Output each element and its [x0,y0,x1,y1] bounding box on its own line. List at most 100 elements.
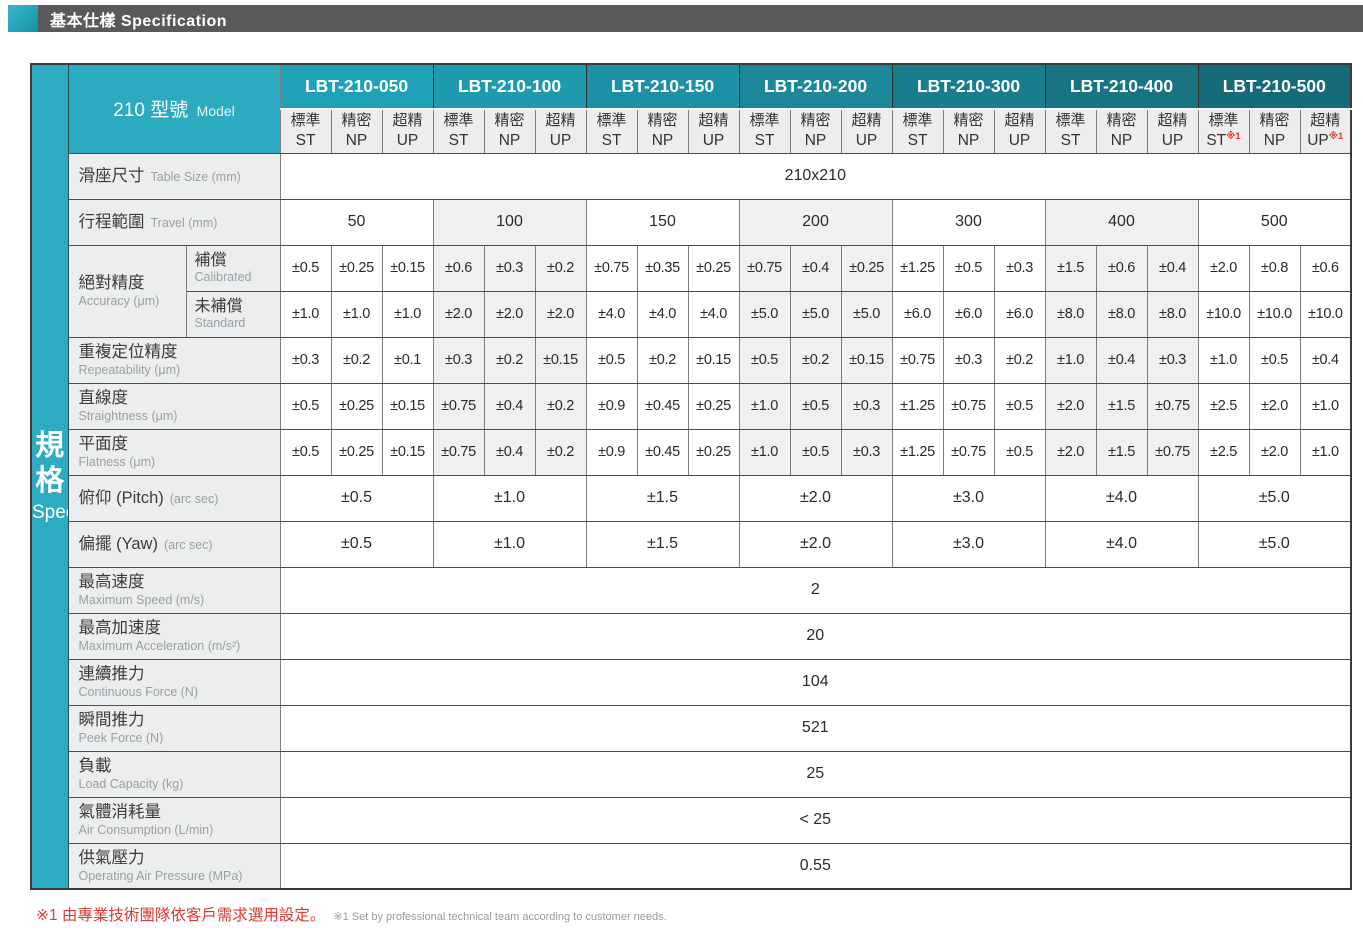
repeatability-row: 重複定位精度 Repeatability (μm) ±0.3 ±0.2 ±0.1 … [31,336,1352,384]
grade-header: 超精 UP [534,108,587,154]
spec-value: ±0.75 [1146,382,1199,430]
row-label-pitch: 俯仰 (Pitch) (arc sec) [67,474,281,522]
row-label-continuous-force: 連續推力 Continuous Force (N) [67,658,281,706]
spec-value: ±0.6 [1299,244,1352,292]
spec-value: ±0.15 [840,336,893,384]
spec-value: ±0.5 [993,428,1046,476]
load-capacity-row: 負載 Load Capacity (kg) 25 [31,750,1352,798]
spec-value: ±0.2 [534,428,587,476]
spec-value: ±0.5 [738,336,791,384]
air-consumption-row: 氣體消耗量 Air Consumption (L/min) < 25 [31,796,1352,844]
flatness-row: 平面度 Flatness (μm) ±0.5 ±0.25 ±0.15 ±0.75 … [31,428,1352,476]
spec-value: ±0.45 [636,428,689,476]
row-label-air-pressure: 供氣壓力 Operating Air Pressure (MPa) [67,842,281,890]
spec-value: ±6.0 [942,290,995,338]
row-label-load-capacity: 負載 Load Capacity (kg) [67,750,281,798]
spec-value: ±0.4 [789,244,842,292]
spec-value: ±10.0 [1197,290,1250,338]
section-title: 基本仕樣 Specification [50,12,228,30]
spec-value: ±0.15 [381,382,434,430]
spec-value: ±0.2 [636,336,689,384]
spec-value: ±8.0 [1146,290,1199,338]
spec-value: ±1.25 [891,382,944,430]
grade-header: 超精 UP [687,108,740,154]
grade-header-row: 標準 ST 精密 NP 超精 UP 標準 ST 精密 NP 超精 UP 標準 ST 精密 NP … [31,108,1352,154]
spec-value: ±0.45 [636,382,689,430]
spec-value: ±0.35 [636,244,689,292]
spec-value: ±0.25 [687,382,740,430]
grade-header: 精密 NP [330,108,383,154]
spec-value: ±1.25 [891,244,944,292]
spec-value: ±0.25 [687,428,740,476]
spec-value: ±4.0 [585,290,638,338]
spec-value: ±0.5 [585,336,638,384]
corner-en: Model [196,103,235,120]
spec-value: ±4.0 [636,290,689,338]
grade-header: 標準 ST [585,108,638,154]
table-size-value: 210x210 [279,152,1352,200]
continuous-force-row: 連續推力 Continuous Force (N) 104 [31,658,1352,706]
spec-value: ±0.5 [789,428,842,476]
row-label-air-consumption: 氣體消耗量 Air Consumption (L/min) [67,796,281,844]
yaw-row: 偏擺 (Yaw) (arc sec) ±0.5 ±1.0 ±1.5 ±2.0 ±3… [31,520,1352,568]
spec-value: ±0.2 [993,336,1046,384]
spec-value: ±10.0 [1299,290,1352,338]
air-pressure-row: 供氣壓力 Operating Air Pressure (MPa) 0.55 [31,842,1352,890]
spec-value: ±8.0 [1044,290,1097,338]
pitch-value: ±0.5 [279,474,434,522]
row-label-flatness: 平面度 Flatness (μm) [67,428,281,476]
spec-value: ±0.5 [1248,336,1301,384]
yaw-value: ±4.0 [1044,520,1199,568]
teal-accent-square [8,5,38,32]
spec-value: ±5.0 [738,290,791,338]
spec-value: ±0.75 [432,382,485,430]
travel-value: 500 [1197,198,1352,246]
model-header: LBT-210-300 [891,63,1046,110]
title-bar-background: 基本仕樣 Specification [38,5,1363,32]
spec-value: ±0.4 [483,382,536,430]
spec-value: ±1.5 [1044,244,1097,292]
spec-value: ±2.5 [1197,428,1250,476]
spec-value: ±0.3 [483,244,536,292]
row-label-straightness: 直線度 Straightness (μm) [67,382,281,430]
spec-value: ±5.0 [789,290,842,338]
row-label-yaw: 偏擺 (Yaw) (arc sec) [67,520,281,568]
spec-value: ±1.0 [1044,336,1097,384]
table-size-row: 滑座尺寸 Table Size (mm) 210x210 [31,152,1352,200]
air-consumption-value: < 25 [279,796,1352,844]
spec-value: ±0.15 [687,336,740,384]
grade-header: 超精 UP [993,108,1046,154]
grade-header: 精密 NP [942,108,995,154]
spec-value: ±1.0 [1299,428,1352,476]
spec-band-char1: 規 [35,429,65,462]
spec-value: ±1.0 [1299,382,1352,430]
accuracy-calibrated-row: 絕對精度 Accuracy (μm) 補償 Calibrated ±0.5 ±0.2… [31,244,1352,338]
spec-value: ±8.0 [1095,290,1148,338]
travel-value: 400 [1044,198,1199,246]
spec-value: ±0.15 [381,244,434,292]
grade-header: 標準 ST [279,108,332,154]
yaw-value: ±3.0 [891,520,1046,568]
spec-value: ±0.4 [1146,244,1199,292]
model-header: LBT-210-500 [1197,63,1352,110]
spec-value: ±0.6 [432,244,485,292]
grade-header: 超精 UP [381,108,434,154]
spec-value: ±2.0 [1248,428,1301,476]
model-header: LBT-210-100 [432,63,587,110]
spec-value: ±0.5 [942,244,995,292]
max-speed-value: 2 [279,566,1352,614]
max-accel-value: 20 [279,612,1352,660]
spec-value: ±0.3 [1146,336,1199,384]
row-label-max-speed: 最高速度 Maximum Speed (m/s) [67,566,281,614]
spec-value: ±4.0 [687,290,740,338]
travel-value: 50 [279,198,434,246]
spec-value: ±0.1 [381,336,434,384]
model-header: LBT-210-150 [585,63,740,110]
sublabel-calibrated: 補償 Calibrated [185,244,281,292]
row-label-travel: 行程範圍 Travel (mm) [67,198,281,246]
spec-value: ±1.0 [1197,336,1250,384]
spec-value: ±2.0 [534,290,587,338]
spec-value: ±0.4 [483,428,536,476]
row-label-accuracy: 絕對精度 Accuracy (μm) [67,244,187,338]
